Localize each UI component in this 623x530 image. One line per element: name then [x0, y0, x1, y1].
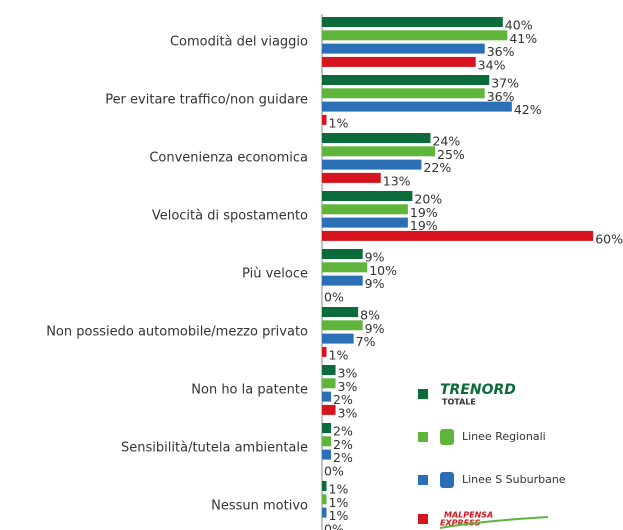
value-label: 2%: [333, 437, 353, 452]
bar: [322, 423, 332, 433]
bar: [322, 307, 359, 317]
category-label: Nessun motivo: [211, 498, 308, 513]
value-label: 60%: [595, 231, 623, 246]
value-label: 0%: [324, 521, 344, 530]
bar: [322, 56, 476, 67]
category-label: Più veloce: [242, 266, 308, 281]
bar: [322, 449, 332, 460]
value-label: 9%: [365, 250, 385, 265]
bar: [322, 320, 363, 331]
bar: [322, 133, 431, 143]
legend-swoosh: [439, 516, 549, 529]
legend-swatch: [418, 475, 428, 485]
bar: [322, 230, 594, 241]
bar: [322, 204, 408, 215]
value-label: 9%: [365, 321, 385, 336]
value-label: 37%: [491, 76, 519, 91]
value-label: 19%: [410, 218, 438, 233]
bar: [322, 101, 512, 112]
value-label: 1%: [329, 347, 349, 362]
bar: [322, 191, 413, 201]
value-label: 1%: [329, 482, 349, 497]
value-label: 0%: [324, 289, 344, 304]
value-label: 3%: [338, 405, 358, 420]
bar: [322, 146, 435, 157]
category-label: Non ho la patente: [191, 382, 308, 397]
legend-label: Linee S Suburbane: [462, 473, 566, 486]
bar: [322, 507, 327, 518]
bar: [322, 114, 327, 125]
value-label: 40%: [505, 18, 533, 33]
category-label: Non possiedo automobile/mezzo privato: [46, 324, 308, 339]
legend-icon: [440, 429, 454, 445]
bar: [322, 88, 485, 99]
bar: [322, 262, 368, 273]
category-label: Comodità del viaggio: [170, 34, 308, 49]
bar: [322, 75, 490, 85]
legend-swatch: [418, 514, 428, 524]
value-label: 3%: [338, 379, 358, 394]
category-label: Per evitare traffico/non guidare: [105, 92, 308, 107]
value-label: 2%: [333, 392, 353, 407]
legend-label: MALPENSA: [444, 511, 493, 520]
bar: [322, 249, 363, 259]
bar: [322, 17, 503, 27]
bar: [322, 333, 354, 344]
bar: [322, 494, 327, 505]
bar: [322, 43, 485, 54]
legend-swatch: [418, 389, 428, 399]
legend-tag: TOTALE: [442, 398, 476, 407]
value-label: 7%: [356, 334, 376, 349]
bar: [322, 217, 408, 228]
value-label: 13%: [383, 173, 411, 188]
category-label: Sensibilità/tutela ambientale: [121, 440, 308, 455]
value-label: 36%: [487, 44, 515, 59]
bar: [322, 159, 422, 170]
legend-label: Linee Regionali: [462, 430, 546, 443]
value-label: 20%: [414, 192, 442, 207]
value-label: 8%: [360, 308, 380, 323]
bar: [322, 391, 332, 402]
category-label: Velocità di spostamento: [152, 208, 308, 223]
value-label: 0%: [324, 463, 344, 478]
bar: [322, 436, 332, 447]
value-label: 1%: [329, 115, 349, 130]
value-label: 34%: [478, 57, 506, 72]
bar: [322, 365, 336, 375]
value-label: 25%: [437, 147, 465, 162]
legend-icon: [440, 472, 454, 488]
value-label: 22%: [423, 160, 451, 175]
value-label: 2%: [333, 424, 353, 439]
legend-tag: EXPRESS: [440, 519, 481, 528]
value-label: 41%: [509, 31, 537, 46]
bar: [322, 172, 381, 183]
legend-label: TRENORD: [440, 382, 516, 398]
value-label: 24%: [432, 134, 460, 149]
value-label: 1%: [329, 508, 349, 523]
legend-swatch: [418, 432, 428, 442]
value-label: 2%: [333, 450, 353, 465]
bar: [322, 275, 363, 286]
value-label: 36%: [487, 89, 515, 104]
bar: [322, 404, 336, 415]
bar: [322, 378, 336, 389]
category-label: Convenienza economica: [149, 150, 308, 165]
value-label: 10%: [369, 263, 397, 278]
value-label: 42%: [514, 102, 542, 117]
bar: [322, 30, 508, 41]
value-label: 9%: [365, 276, 385, 291]
value-label: 19%: [410, 205, 438, 220]
bar: [322, 346, 327, 357]
value-label: 1%: [329, 495, 349, 510]
bar: [322, 481, 327, 491]
value-label: 3%: [338, 366, 358, 381]
